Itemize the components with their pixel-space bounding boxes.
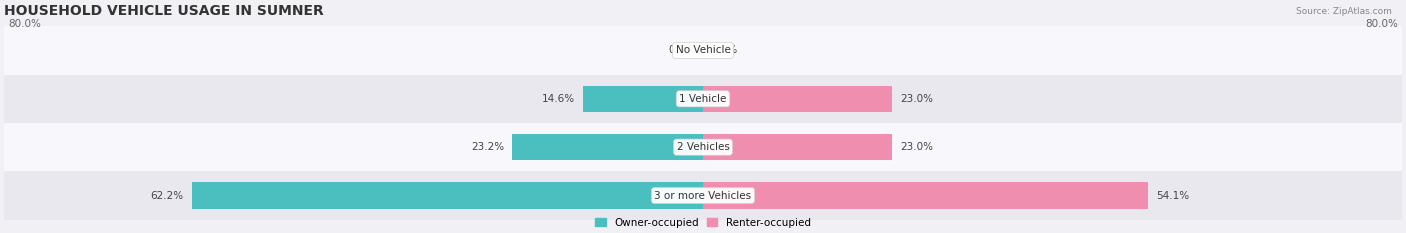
Text: Source: ZipAtlas.com: Source: ZipAtlas.com — [1296, 7, 1392, 16]
Text: 23.2%: 23.2% — [471, 142, 503, 152]
Bar — [703, 134, 891, 161]
Text: 23.0%: 23.0% — [900, 142, 934, 152]
Text: 0.0%: 0.0% — [668, 45, 695, 55]
Bar — [4, 171, 1402, 220]
Text: 23.0%: 23.0% — [900, 94, 934, 104]
Bar — [703, 182, 1147, 209]
Text: 1 Vehicle: 1 Vehicle — [679, 94, 727, 104]
Text: 80.0%: 80.0% — [8, 19, 41, 29]
Text: No Vehicle: No Vehicle — [675, 45, 731, 55]
Bar — [4, 75, 1402, 123]
Text: 80.0%: 80.0% — [1365, 19, 1398, 29]
Text: 3 or more Vehicles: 3 or more Vehicles — [654, 191, 752, 201]
Legend: Owner-occupied, Renter-occupied: Owner-occupied, Renter-occupied — [593, 216, 813, 230]
Bar — [191, 182, 703, 209]
Text: 62.2%: 62.2% — [150, 191, 183, 201]
Text: 2 Vehicles: 2 Vehicles — [676, 142, 730, 152]
Bar — [703, 86, 891, 112]
Bar — [4, 26, 1402, 75]
Text: 14.6%: 14.6% — [541, 94, 575, 104]
Text: HOUSEHOLD VEHICLE USAGE IN SUMNER: HOUSEHOLD VEHICLE USAGE IN SUMNER — [4, 4, 323, 18]
Bar — [4, 123, 1402, 171]
Text: 54.1%: 54.1% — [1156, 191, 1189, 201]
Text: 0.0%: 0.0% — [711, 45, 738, 55]
Bar — [512, 134, 703, 161]
Bar — [583, 86, 703, 112]
